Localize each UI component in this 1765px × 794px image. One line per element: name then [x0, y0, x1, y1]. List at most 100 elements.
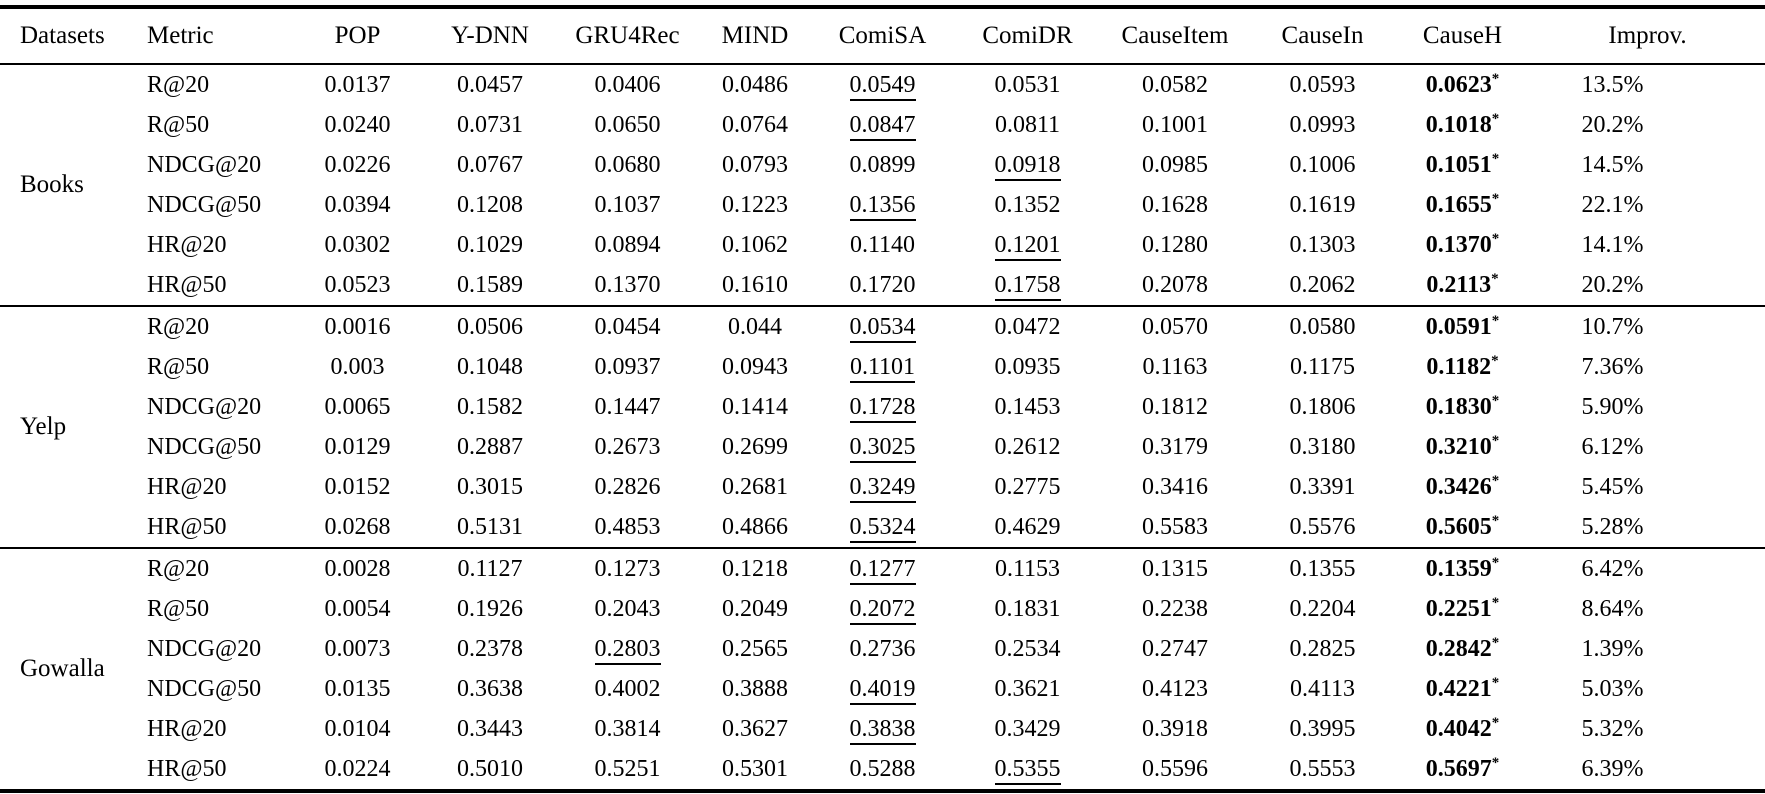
value-cell: 0.4002	[555, 669, 700, 709]
value-text: 0.1619	[1289, 191, 1356, 218]
value-text: 0.3180	[1289, 433, 1356, 460]
value-cell: 0.0593	[1250, 64, 1395, 105]
value-text: 0.0104	[324, 715, 391, 742]
value-text: 0.3391	[1289, 473, 1356, 500]
value-cell: 0.4866	[700, 507, 810, 548]
value-cell: 0.1589	[425, 265, 555, 306]
table-row: Gowalla R@20 0.0028 0.1127 0.1273 0.1218 0.127…	[0, 547, 1765, 791]
value-text: 0.0028	[324, 555, 391, 582]
second-best-value: 0.0847	[849, 111, 916, 141]
improvement-cell: 20.2%	[1581, 111, 1644, 138]
value-text: 0.3621	[994, 675, 1061, 702]
metric-cell: HR@50	[147, 513, 227, 540]
value-cell: 0.1720	[810, 265, 955, 306]
metric-cell: HR@50	[147, 271, 227, 298]
value-text: 0.2534	[994, 635, 1061, 662]
value-cell: 0.0135	[290, 669, 425, 709]
value-cell: 0.2238	[1100, 589, 1250, 629]
value-text: 0.3918	[1142, 715, 1208, 742]
causeh-cell: 0.5697*	[1395, 749, 1530, 791]
value-cell: 0.2887	[425, 427, 555, 467]
second-best-value: 0.1758	[994, 271, 1061, 301]
value-cell: 0.5553	[1250, 749, 1395, 791]
significance-star: *	[1491, 432, 1500, 449]
value-text: 0.0457	[457, 71, 523, 98]
value-cell: 0.1048	[425, 347, 555, 387]
value-cell: 0.2681	[700, 467, 810, 507]
value-cell: 0.2803	[555, 629, 700, 669]
value-text: 0.5583	[1142, 513, 1208, 540]
improvement-cell: 14.1%	[1581, 231, 1644, 258]
value-text: 0.1223	[722, 191, 788, 218]
value-cell: 0.0152	[290, 467, 425, 507]
value-cell: 0.0582	[1100, 64, 1250, 105]
metric-cell: NDCG@50	[147, 675, 262, 702]
value-cell: 0.1831	[955, 589, 1100, 629]
significance-star: *	[1491, 472, 1500, 489]
metric-cell: R@50	[147, 595, 210, 622]
value-text: 0.0899	[849, 151, 916, 178]
value-text: 0.1048	[457, 353, 523, 380]
table-row: NDCG@50 0.0129 0.2887 0.2673 0.2699 0.3025 0.2…	[0, 427, 1765, 467]
value-cell: 0.1628	[1100, 185, 1250, 225]
value-cell: 0.2825	[1250, 629, 1395, 669]
second-best-value: 0.2803	[594, 635, 661, 665]
value-cell: 0.0472	[955, 305, 1100, 347]
value-cell: 0.0680	[555, 145, 700, 185]
best-value: 0.3426	[1425, 473, 1492, 500]
value-cell: 0.0224	[290, 749, 425, 791]
best-value: 0.1051	[1425, 151, 1492, 178]
value-cell: 0.1806	[1250, 387, 1395, 427]
value-cell: 0.1175	[1250, 347, 1395, 387]
value-text: 0.4123	[1142, 675, 1208, 702]
best-value: 0.5605	[1425, 513, 1492, 540]
value-cell: 0.1758	[955, 265, 1100, 306]
value-cell: 0.5251	[555, 749, 700, 791]
value-cell: 0.0226	[290, 145, 425, 185]
value-cell: 0.1163	[1100, 347, 1250, 387]
best-value: 0.2113	[1426, 271, 1492, 298]
significance-star: *	[1491, 312, 1500, 329]
value-text: 0.0731	[457, 111, 523, 138]
value-text: 0.0054	[324, 595, 391, 622]
value-text: 0.5301	[722, 755, 788, 782]
second-best-value: 0.5355	[994, 755, 1061, 785]
value-text: 0.4002	[594, 675, 661, 702]
value-cell: 0.5596	[1100, 749, 1250, 791]
table-row: NDCG@20 0.0073 0.2378 0.2803 0.2565 0.2736 0.2…	[0, 629, 1765, 669]
value-cell: 0.0454	[555, 305, 700, 347]
value-cell: 0.0767	[425, 145, 555, 185]
best-value: 0.5697	[1425, 755, 1492, 782]
value-cell: 0.2049	[700, 589, 810, 629]
value-text: 0.0582	[1142, 71, 1208, 98]
value-cell: 0.0268	[290, 507, 425, 548]
value-text: 0.0152	[324, 473, 391, 500]
value-cell: 0.5576	[1250, 507, 1395, 548]
value-cell: 0.044	[700, 305, 810, 347]
significance-star: *	[1491, 512, 1500, 529]
value-cell: 0.0054	[290, 589, 425, 629]
significance-star: *	[1491, 150, 1500, 167]
table-row: NDCG@20 0.0065 0.1582 0.1447 0.1414 0.1728 0.1…	[0, 387, 1765, 427]
improvement-cell: 1.39%	[1581, 635, 1644, 662]
causeh-cell: 0.4042*	[1395, 709, 1530, 749]
value-text: 0.2826	[594, 473, 661, 500]
column-header-causeitem: CauseItem	[1100, 7, 1250, 65]
value-text: 0.2078	[1142, 271, 1208, 298]
value-cell: 0.1037	[555, 185, 700, 225]
value-text: 0.0767	[457, 151, 523, 178]
value-cell: 0.0394	[290, 185, 425, 225]
value-text: 0.1280	[1142, 231, 1208, 258]
value-text: 0.2825	[1289, 635, 1356, 662]
value-text: 0.0993	[1289, 111, 1356, 138]
metric-cell: R@50	[147, 353, 210, 380]
value-cell: 0.0534	[810, 305, 955, 347]
value-text: 0.0224	[324, 755, 391, 782]
value-text: 0.5576	[1289, 513, 1356, 540]
value-cell: 0.3443	[425, 709, 555, 749]
value-cell: 0.1218	[700, 547, 810, 589]
value-text: 0.2378	[457, 635, 523, 662]
value-cell: 0.0065	[290, 387, 425, 427]
table-row: HR@50 0.0523 0.1589 0.1370 0.1610 0.1720 0.175…	[0, 265, 1765, 306]
value-text: 0.0016	[324, 313, 391, 340]
